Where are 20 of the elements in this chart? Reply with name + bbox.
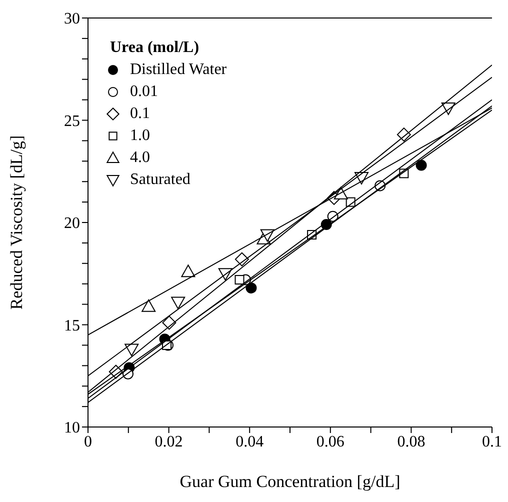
y-tick-label: 10 — [64, 420, 80, 437]
x-tick-label: 0.06 — [316, 433, 344, 450]
legend-label: Saturated — [130, 170, 190, 190]
y-tick-label: 30 — [64, 10, 80, 28]
x-tick-label: 0.02 — [154, 433, 183, 450]
x-tick-label: 0.04 — [236, 433, 264, 450]
x-tick-label: 0.1 — [482, 433, 502, 450]
y-axis-title: Reduced Viscosity [dL/g] — [7, 135, 26, 310]
legend-label: 4.0 — [130, 148, 150, 168]
legend-label: 1.0 — [130, 126, 150, 146]
legend-title: Urea (mol/L) — [110, 38, 200, 58]
x-tick-label: 0 — [84, 433, 92, 450]
x-tick-label: 0.08 — [397, 433, 426, 450]
y-tick-label: 20 — [64, 215, 80, 232]
x-axis-title: Guar Gum Concentration [g/dL] — [180, 472, 400, 491]
y-tick-label: 15 — [64, 317, 80, 334]
legend-label: Distilled Water — [130, 60, 227, 80]
legend-label: 0.01 — [130, 82, 158, 102]
y-tick-label: 25 — [64, 112, 80, 130]
legend-label: 0.1 — [130, 104, 150, 124]
